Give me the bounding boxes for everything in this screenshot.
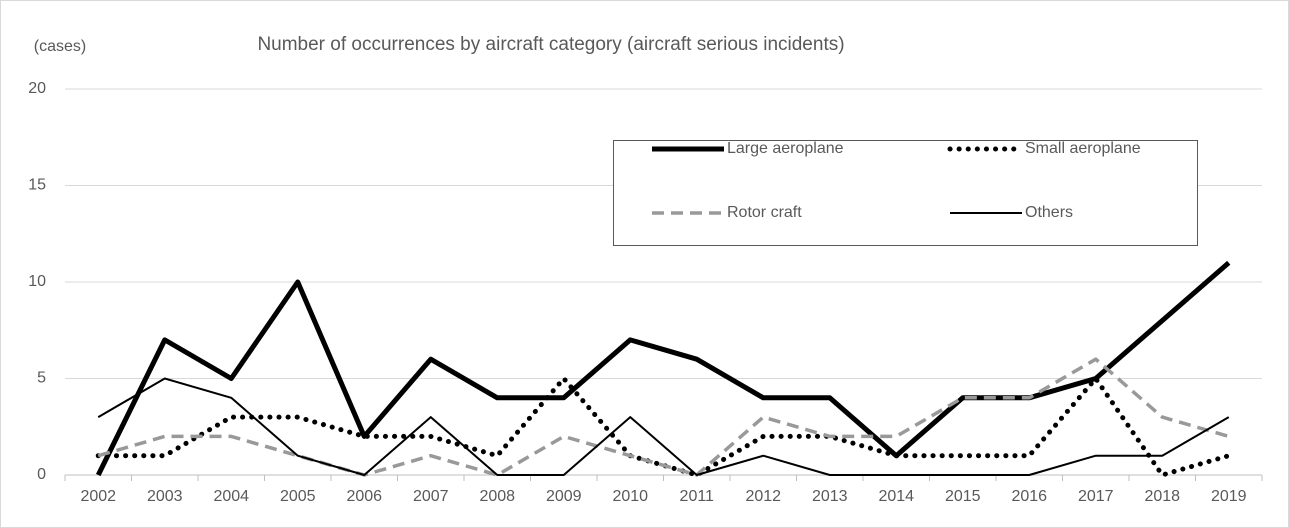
x-tick-label: 2002 (80, 488, 116, 505)
legend-label: Small aeroplane (1025, 140, 1141, 157)
legend-label: Others (1025, 204, 1073, 221)
legend-box (613, 140, 1198, 246)
x-tick-label: 2018 (1144, 488, 1180, 505)
x-tick-label: 2012 (745, 488, 781, 505)
legend-label: Large aeroplane (727, 140, 844, 157)
chart-title: Number of occurrences by aircraft catego… (257, 34, 844, 55)
x-tick-label: 2011 (680, 488, 715, 505)
x-tick-label: 2015 (945, 488, 981, 505)
x-tick-label: 2007 (413, 488, 449, 505)
x-tick-label: 2009 (546, 488, 582, 505)
y-axis-label: (cases) (34, 38, 86, 55)
x-tick-label: 2004 (213, 488, 249, 505)
series-line (96, 260, 1231, 477)
legend-label: Rotor craft (727, 204, 802, 221)
y-tick-label: 20 (28, 80, 46, 97)
y-tick-label: 10 (28, 273, 46, 290)
x-tick-label: 2017 (1078, 488, 1114, 505)
y-tick-label: 15 (28, 177, 46, 194)
series-line (97, 377, 1230, 476)
y-tick-label: 0 (37, 466, 46, 483)
y-tick-label: 5 (37, 370, 46, 387)
x-tick-label: 2013 (812, 488, 848, 505)
x-tick-label: 2008 (479, 488, 515, 505)
x-tick-label: 2016 (1011, 488, 1047, 505)
x-tick-label: 2006 (346, 488, 382, 505)
x-tick-label: 2014 (878, 488, 914, 505)
x-tick-label: 2003 (147, 488, 183, 505)
x-tick-label: 2019 (1211, 488, 1247, 505)
series-line (97, 357, 1230, 477)
x-tick-label: 2010 (612, 488, 648, 505)
x-tick-label: 2005 (280, 488, 316, 505)
